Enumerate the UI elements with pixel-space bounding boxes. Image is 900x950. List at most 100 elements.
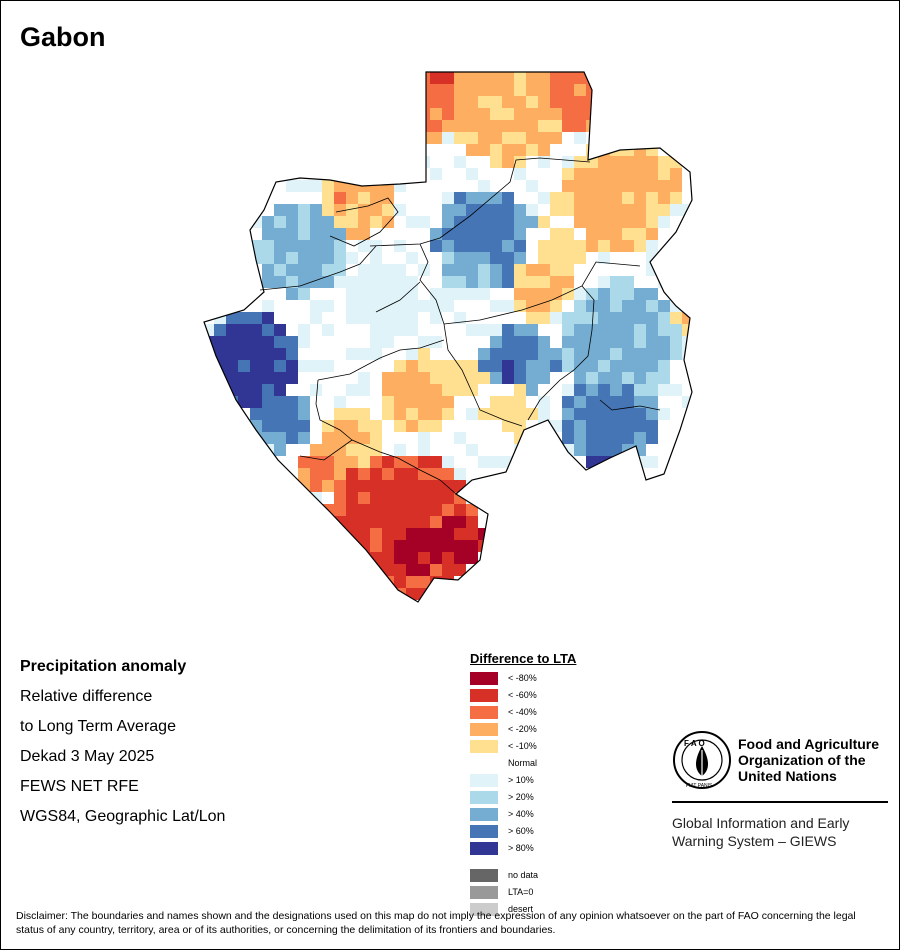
anomaly-cell xyxy=(550,288,563,301)
anomaly-cell xyxy=(214,324,227,337)
anomaly-cell xyxy=(394,336,407,349)
anomaly-cell xyxy=(334,540,347,553)
anomaly-cell xyxy=(610,600,623,602)
anomaly-cell xyxy=(358,600,371,602)
anomaly-cell xyxy=(634,492,647,505)
anomaly-cell xyxy=(466,276,479,289)
anomaly-cell xyxy=(670,528,683,541)
anomaly-cell xyxy=(346,228,359,241)
anomaly-cell xyxy=(430,516,443,529)
anomaly-cell xyxy=(502,276,515,289)
anomaly-cell xyxy=(562,456,575,469)
anomaly-cell xyxy=(514,576,527,589)
anomaly-cell xyxy=(526,144,539,157)
anomaly-cell xyxy=(502,480,515,493)
anomaly-cell xyxy=(598,72,611,73)
anomaly-cell xyxy=(622,564,635,577)
anomaly-cell xyxy=(286,492,299,505)
anomaly-cell xyxy=(598,480,611,493)
anomaly-cell xyxy=(526,528,539,541)
anomaly-cell xyxy=(502,108,515,121)
anomaly-cell xyxy=(262,540,275,553)
anomaly-cell xyxy=(250,576,263,589)
anomaly-cell xyxy=(682,132,692,145)
anomaly-cell xyxy=(682,288,692,301)
anomaly-cell xyxy=(238,360,251,373)
anomaly-cell xyxy=(526,456,539,469)
anomaly-cell xyxy=(406,432,419,445)
anomaly-cell xyxy=(598,108,611,121)
anomaly-cell xyxy=(334,216,347,229)
anomaly-cell xyxy=(310,600,323,602)
anomaly-cell xyxy=(514,516,527,529)
info-line: Dekad 3 May 2025 xyxy=(20,748,155,765)
anomaly-cell xyxy=(430,588,443,601)
anomaly-cell xyxy=(442,528,455,541)
anomaly-cell xyxy=(454,168,467,181)
anomaly-cell xyxy=(204,528,215,541)
anomaly-cell xyxy=(394,576,407,589)
anomaly-cell xyxy=(226,516,239,529)
anomaly-cell xyxy=(204,108,215,121)
legend-item: Normal xyxy=(470,755,576,772)
anomaly-cell xyxy=(466,552,479,565)
anomaly-cell xyxy=(586,540,599,553)
anomaly-cell xyxy=(406,312,419,325)
anomaly-cell xyxy=(514,276,527,289)
anomaly-cell xyxy=(442,372,455,385)
anomaly-cell xyxy=(478,348,491,361)
anomaly-cell xyxy=(586,252,599,265)
anomaly-cell xyxy=(694,132,707,145)
anomaly-cell xyxy=(310,144,323,157)
anomaly-cell xyxy=(670,108,683,121)
anomaly-cell xyxy=(634,144,647,157)
anomaly-cell xyxy=(250,588,263,601)
anomaly-cell xyxy=(610,540,623,553)
anomaly-cell xyxy=(286,348,299,361)
anomaly-cell xyxy=(682,468,692,481)
anomaly-cell xyxy=(406,216,419,229)
anomaly-cell xyxy=(526,408,539,421)
anomaly-cell xyxy=(274,540,287,553)
anomaly-cell xyxy=(346,360,359,373)
anomaly-cell xyxy=(622,372,635,385)
anomaly-cell xyxy=(382,168,395,181)
anomaly-cell xyxy=(478,156,491,169)
anomaly-cell xyxy=(526,252,539,265)
anomaly-cell xyxy=(274,264,287,277)
anomaly-cell xyxy=(370,528,383,541)
anomaly-cell xyxy=(286,360,299,373)
anomaly-cell xyxy=(478,288,491,301)
anomaly-cell xyxy=(514,372,527,385)
anomaly-cell xyxy=(622,324,635,337)
anomaly-cell xyxy=(694,276,707,289)
anomaly-cell xyxy=(226,564,239,577)
anomaly-cell xyxy=(262,72,275,85)
anomaly-cell xyxy=(430,348,443,361)
anomaly-cell xyxy=(550,96,563,109)
anomaly-cell xyxy=(682,204,692,217)
anomaly-cell xyxy=(466,216,479,229)
anomaly-cell xyxy=(598,564,611,577)
anomaly-cell xyxy=(538,564,551,577)
anomaly-cell xyxy=(346,288,359,301)
anomaly-cell xyxy=(322,264,335,277)
anomaly-cell xyxy=(382,324,395,337)
anomaly-cell xyxy=(466,252,479,265)
anomaly-cell xyxy=(226,156,239,169)
anomaly-cell xyxy=(190,588,203,601)
anomaly-cell xyxy=(346,96,359,109)
anomaly-cell xyxy=(190,96,203,109)
anomaly-cell xyxy=(658,480,671,493)
anomaly-cell xyxy=(262,240,275,253)
anomaly-cell xyxy=(514,216,527,229)
anomaly-cell xyxy=(346,168,359,181)
anomaly-cell xyxy=(394,108,407,121)
anomaly-cell xyxy=(610,480,623,493)
anomaly-cell xyxy=(670,600,683,602)
anomaly-cell xyxy=(334,420,347,433)
anomaly-cell xyxy=(562,588,575,601)
anomaly-cell xyxy=(442,348,455,361)
anomaly-cell xyxy=(358,216,371,229)
anomaly-cell xyxy=(334,228,347,241)
